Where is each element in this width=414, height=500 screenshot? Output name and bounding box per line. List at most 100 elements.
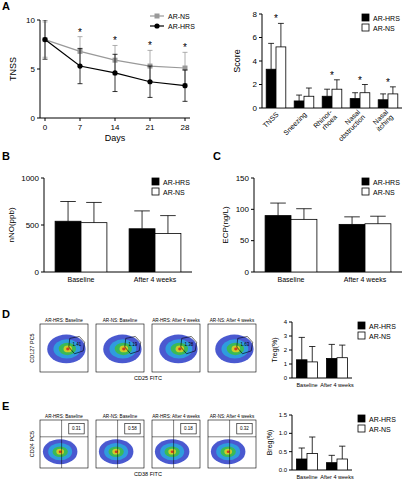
significance: * [274,13,278,24]
error-bar [309,347,315,362]
gate [181,336,197,353]
significance: * [78,27,82,38]
bar-chart: 01234Treg(%)BaselineAfter 4 weeksAR-HRSA… [271,319,396,387]
y-tick [41,225,44,226]
y-tick-label: 0.5 [279,449,288,455]
error-bar [299,448,305,459]
bar-chart: 0.00.51.01.5Breg(%)BaselineAfter 4 weeks… [266,412,396,479]
error-bar [324,89,330,96]
quadrant-line [96,436,144,437]
label-line: Sneezing [282,111,308,137]
label-line: rhoea [321,113,339,131]
y-label: Score [232,49,242,73]
plot-frame [40,324,88,372]
y-label: Treg(%) [271,337,279,362]
y-tick-label: 100 [236,205,250,214]
panel-label: D [2,308,10,320]
x-tick [115,118,116,121]
density [99,439,134,464]
error-bar [296,209,312,220]
x-tick [45,118,46,121]
label-line: After 4 weeks [344,276,387,283]
density [104,443,128,460]
legend-label: AR-NS [373,25,395,32]
error-bar [78,48,83,83]
y-tick [289,322,292,323]
plot-title: AR-NS: Baseline [103,414,138,419]
bar [81,223,107,272]
y-tick-label: 50 [240,236,249,245]
plot-frame [96,324,144,372]
y-label: CD24 PC5 [29,431,35,457]
legend-label: AR-HRS [168,23,195,30]
legend-label: AR-NS [373,189,395,196]
y-tick [259,84,262,85]
error-bar [362,85,368,93]
gate [181,423,196,434]
y-tick-label: 2 [253,80,258,89]
panel-label: E [2,400,9,412]
label-line: Baseline [296,382,317,388]
x-tick-label: Nasalobstruction [332,108,366,142]
gate [69,336,85,353]
bar [265,216,291,272]
error-bar [370,216,386,224]
x-tick-label: Nasalitching [370,108,395,133]
legend-label: AR-HRS [369,416,396,423]
y-axis [254,178,255,272]
y-tick-label: 1 [284,361,288,367]
error-bar [339,446,345,459]
density [112,449,120,455]
gate-value: 1.41 [73,342,82,347]
y-tick-label: 500 [26,221,40,230]
gate [125,336,141,353]
bar [332,89,342,108]
density [47,335,85,364]
y-tick-label: 0 [245,268,250,277]
y-tick [259,14,262,15]
plot-frame [40,420,88,468]
bar [297,459,308,470]
error-bar [86,202,102,222]
density [178,348,181,351]
gate [69,423,84,434]
error-bar [148,66,153,97]
y-tick [259,37,262,38]
y-label: ECP(ng/L) [221,206,230,244]
y-tick-label: 1000 [21,174,39,183]
flow-panel: AR-HRS: Baseline1.41AR-NS: Baseline1.19A… [29,318,256,381]
marker [182,83,187,88]
legend-swatch [358,415,365,422]
bar [327,358,338,378]
x-tick-label: 7 [78,123,83,132]
significance: * [113,35,117,46]
y-tick-label: 1.0 [279,430,288,436]
marks [55,202,181,273]
bar-chart: 02468Score****TNSSSneezingRhinor-rhoeaNa… [232,10,402,143]
y-label: Breg(%) [266,430,274,456]
bar [155,233,181,272]
y-tick-label: 0 [284,375,288,381]
plot-title: AR-HRS: After 4 weeks [152,414,200,419]
bar [297,360,308,378]
x-label: CD38 FITC [134,471,162,477]
legend-swatch [358,425,365,432]
y-tick [289,364,292,365]
plot-frame [96,420,144,468]
y-tick [41,178,44,179]
bar-chart: 05001000nNO(ppb)BaselineAfter 4 weeksAR-… [7,174,192,283]
label-line: After 4 weeks [320,474,354,480]
y-tick-label: 0 [35,268,40,277]
marks [42,20,187,101]
error-bar [306,88,312,96]
y-tick [289,470,292,471]
gate-value: 0.58 [128,426,137,431]
error-bar [160,216,176,234]
y-tick [251,272,254,273]
error-bar [43,20,48,59]
quadrant-line [229,420,230,468]
density [115,450,118,452]
bar [388,94,398,108]
label-line: After 4 weeks [134,276,177,283]
marker [112,70,117,75]
